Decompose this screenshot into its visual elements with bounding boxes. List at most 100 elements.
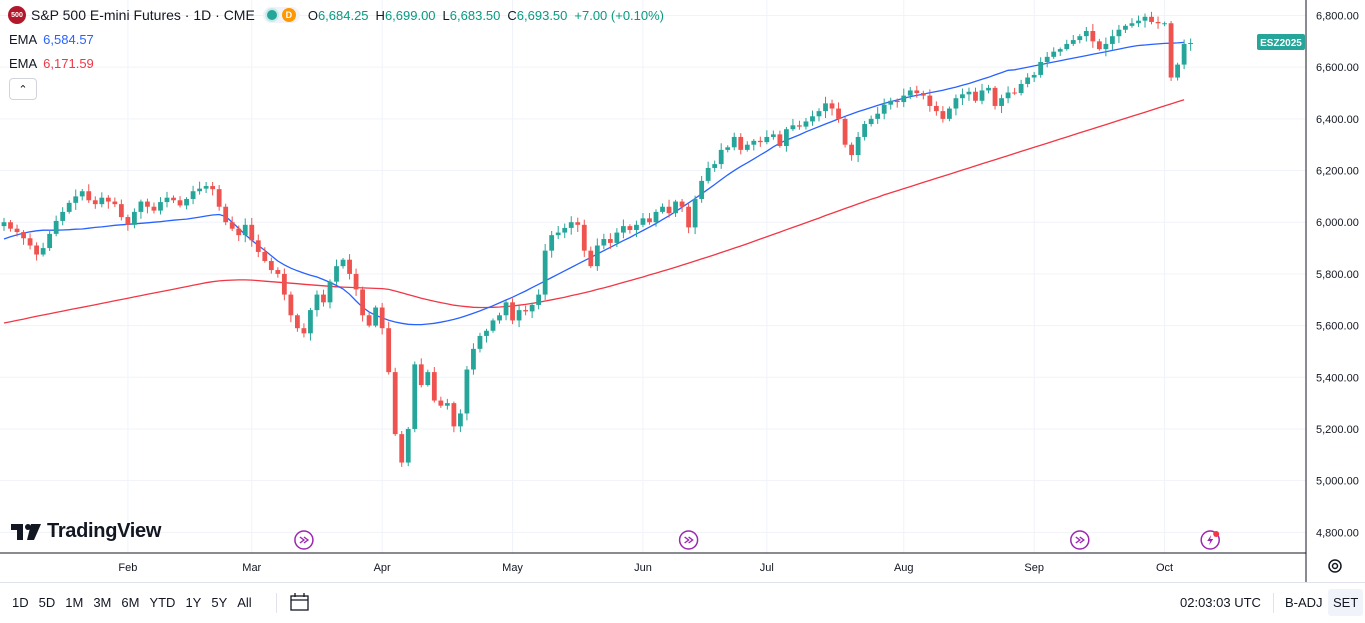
close-value: 6,693.50 bbox=[516, 7, 568, 23]
candle bbox=[718, 143, 724, 169]
utc-clock[interactable]: 02:03:03 UTC bbox=[1180, 595, 1261, 610]
candle bbox=[647, 212, 652, 225]
candle bbox=[575, 217, 581, 232]
candle bbox=[73, 189, 79, 210]
candle bbox=[66, 200, 72, 214]
price-tick-label: 5,000.00 bbox=[1316, 476, 1359, 488]
candle bbox=[158, 197, 163, 215]
candle bbox=[301, 323, 307, 338]
symbol-title[interactable]: S&P 500 E-mini Futures · 1D · CME bbox=[31, 7, 255, 23]
candle bbox=[914, 85, 920, 98]
range-button-1m[interactable]: 1M bbox=[65, 595, 84, 610]
high-label: H bbox=[375, 7, 385, 23]
candle bbox=[920, 90, 926, 100]
tradingview-logo-icon bbox=[11, 523, 41, 540]
candle bbox=[236, 225, 242, 242]
market-status[interactable]: D bbox=[262, 7, 300, 23]
range-button-1y[interactable]: 1Y bbox=[185, 595, 202, 610]
candle bbox=[699, 175, 705, 203]
open-value: 6,684.25 bbox=[317, 7, 369, 23]
candle bbox=[940, 106, 946, 123]
candle bbox=[751, 138, 757, 151]
price-tick-label: 4,800.00 bbox=[1316, 527, 1359, 539]
candle bbox=[1181, 39, 1187, 70]
candle bbox=[262, 247, 268, 263]
candle bbox=[966, 87, 972, 101]
bottom-toolbar: 1D 5D 1M 3M 6M YTD 1Y 5Y All 02:03:03 UT… bbox=[0, 582, 1365, 623]
candle bbox=[516, 305, 522, 328]
candle bbox=[1136, 15, 1141, 27]
time-axis: Feb Mar Apr May Jun Jul Aug Sep Oct bbox=[118, 562, 1173, 574]
ema-slow-line bbox=[3, 99, 1185, 324]
candle bbox=[197, 181, 202, 195]
candle bbox=[568, 216, 574, 235]
candle bbox=[458, 409, 463, 433]
candle bbox=[888, 97, 894, 110]
range-button-ytd[interactable]: YTD bbox=[149, 595, 176, 610]
indicator-value: 6,171.59 bbox=[43, 56, 94, 71]
candle bbox=[973, 87, 978, 103]
range-button-1d[interactable]: 1D bbox=[12, 595, 29, 610]
range-button-6m[interactable]: 6M bbox=[121, 595, 140, 610]
session-toggle[interactable]: SET bbox=[1328, 589, 1364, 616]
range-button-5y[interactable]: 5Y bbox=[211, 595, 228, 610]
candle bbox=[894, 98, 900, 108]
candle bbox=[314, 290, 320, 317]
candle bbox=[477, 332, 483, 353]
candle bbox=[379, 302, 385, 335]
dividend-event-icon[interactable] bbox=[678, 530, 699, 550]
candle bbox=[927, 89, 933, 112]
candle bbox=[562, 223, 568, 239]
price-chart[interactable]: 4,800.00 5,000.00 5,200.00 5,400.00 5,600.00… bbox=[0, 0, 1365, 582]
candle bbox=[471, 343, 476, 375]
price-axis: 4,800.00 5,000.00 5,200.00 5,400.00 5,600.00… bbox=[1316, 11, 1359, 540]
dividend-event-icon[interactable] bbox=[294, 530, 314, 550]
indicator-ema-fast[interactable]: EMA 6,584.57 bbox=[9, 32, 94, 47]
candle bbox=[27, 233, 33, 250]
candle bbox=[203, 182, 209, 194]
range-button-all[interactable]: All bbox=[237, 595, 252, 610]
candle bbox=[536, 289, 542, 310]
candle bbox=[979, 83, 985, 105]
candle bbox=[125, 214, 131, 231]
candle bbox=[1149, 11, 1154, 25]
candle bbox=[731, 132, 737, 151]
candle bbox=[797, 120, 802, 130]
candle bbox=[666, 199, 672, 218]
tradingview-logo[interactable]: TradingView bbox=[11, 520, 161, 543]
candle bbox=[118, 199, 124, 221]
candle bbox=[40, 242, 46, 257]
candle bbox=[444, 398, 450, 410]
svg-text:ESZ2025: ESZ2025 bbox=[1260, 38, 1302, 49]
candle bbox=[99, 192, 105, 208]
ema-slow-series bbox=[3, 99, 1185, 324]
candle bbox=[777, 130, 783, 148]
candle bbox=[1044, 51, 1050, 68]
range-button-5d[interactable]: 5D bbox=[38, 595, 56, 610]
candle bbox=[399, 430, 405, 467]
candle bbox=[679, 198, 685, 213]
settings-gear-icon[interactable] bbox=[1326, 557, 1344, 575]
range-button-3m[interactable]: 3M bbox=[93, 595, 112, 610]
flash-event-icon[interactable] bbox=[1200, 530, 1220, 550]
dividend-event-icon[interactable] bbox=[1070, 530, 1090, 550]
candle bbox=[581, 219, 587, 257]
time-tick-label: Sep bbox=[1024, 562, 1044, 574]
candle bbox=[347, 254, 352, 280]
time-tick-label: Feb bbox=[118, 562, 137, 574]
candle bbox=[53, 215, 59, 237]
candle bbox=[790, 118, 796, 131]
collapse-indicators-button[interactable]: ⌃ bbox=[9, 78, 37, 100]
candle bbox=[190, 185, 196, 205]
candle bbox=[14, 224, 20, 237]
back-adjust-toggle[interactable]: B-ADJ bbox=[1285, 595, 1323, 610]
candle bbox=[829, 99, 835, 116]
indicator-ema-slow[interactable]: EMA 6,171.59 bbox=[9, 56, 94, 71]
candle bbox=[992, 86, 998, 110]
candle bbox=[8, 220, 13, 232]
calendar-range-icon[interactable] bbox=[289, 592, 311, 612]
time-tick-label: Jun bbox=[634, 562, 652, 574]
candle bbox=[1025, 73, 1031, 88]
candle bbox=[842, 116, 848, 148]
candle bbox=[999, 94, 1004, 114]
